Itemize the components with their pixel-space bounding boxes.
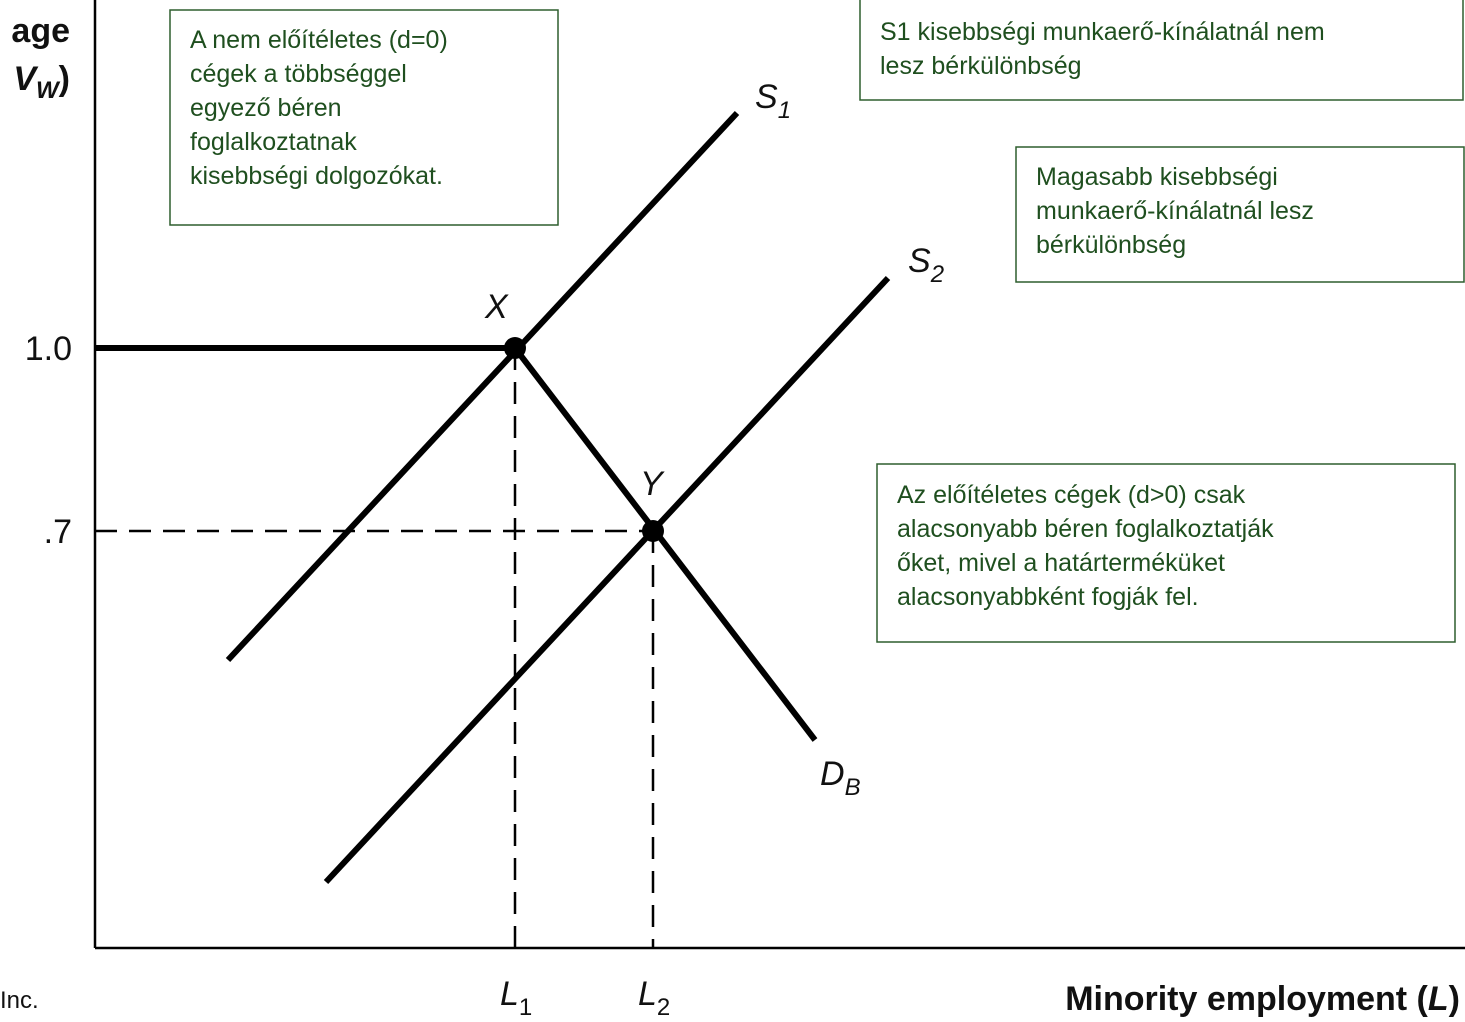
note-text: S1 kisebbségi munkaerő-kínálatnál nem [880,18,1325,46]
note-text: őket, mivel a határterméküket [897,549,1225,577]
x-tick-var: L [500,975,519,1013]
y-tick-label: 1.0 [25,330,72,368]
notes: A nem előítéletes (d=0) cégek a többségge… [169,0,1465,643]
note-box [1015,146,1465,283]
supply-curve-s2 [323,275,891,885]
y-axis-label-var: V [13,60,39,98]
y-tick-label: .7 [44,513,72,551]
supply-curve-s1 [225,110,740,663]
note-text: cégek a többséggel [190,60,407,88]
demand-curve [512,346,818,742]
note-box [169,9,559,226]
x-tick-sub: 1 [519,994,532,1021]
x-axis-label-text: Minority employment ( [1065,980,1428,1018]
note-text: Az előítéletes cégek (d>0) csak [897,481,1246,509]
credit: Inc. [0,987,39,1014]
x-tick-sub: 2 [657,994,670,1021]
curve-label-sub: 2 [930,261,944,288]
x-tick-label: L2 [638,975,670,1021]
note-text: egyező béren [190,94,342,122]
note-text: Magasabb kisebbségi [1036,163,1278,191]
curve-label-sub: 1 [778,97,791,124]
point-label: X [484,288,509,326]
point-label: Y [640,465,665,503]
note-text: alacsonyabb béren foglalkoztatják [897,515,1274,543]
note-box [859,0,1464,101]
curve-label-main: S [755,78,778,116]
note-text: lesz bérkülönbség [880,52,1082,80]
note-text: alacsonyabbként fogják fel. [897,583,1199,611]
curve-label: S2 [908,242,944,288]
y-axis-label-end: ) [59,60,70,98]
point-x [504,337,526,359]
note-text: foglalkoztatnak [190,128,357,156]
curve-label-sub: B [845,774,861,801]
note-text: munkaerő-kínálatnál lesz [1036,197,1314,225]
y-axis-label: VW) [13,60,70,104]
x-tick-var: L [638,975,657,1013]
y-axis-label: age [11,12,70,50]
note-box [876,463,1456,643]
x-axis-label: Minority employment (L) [1065,980,1460,1018]
note-text: bérkülönbség [1036,231,1186,259]
note-text: kisebbségi dolgozókat. [190,162,443,190]
x-axis-label-end: ) [1449,980,1460,1018]
curve-label-main: S [908,242,931,280]
curve-label: DB [820,755,861,801]
x-tick-label: L1 [500,975,532,1021]
curve-label-main: D [820,755,845,793]
point-y [642,520,664,542]
note-text: A nem előítéletes (d=0) [190,26,448,54]
x-axis-label-var: L [1428,980,1449,1018]
curve-label: S1 [755,78,791,124]
y-axis-label-sub: W [36,77,61,104]
